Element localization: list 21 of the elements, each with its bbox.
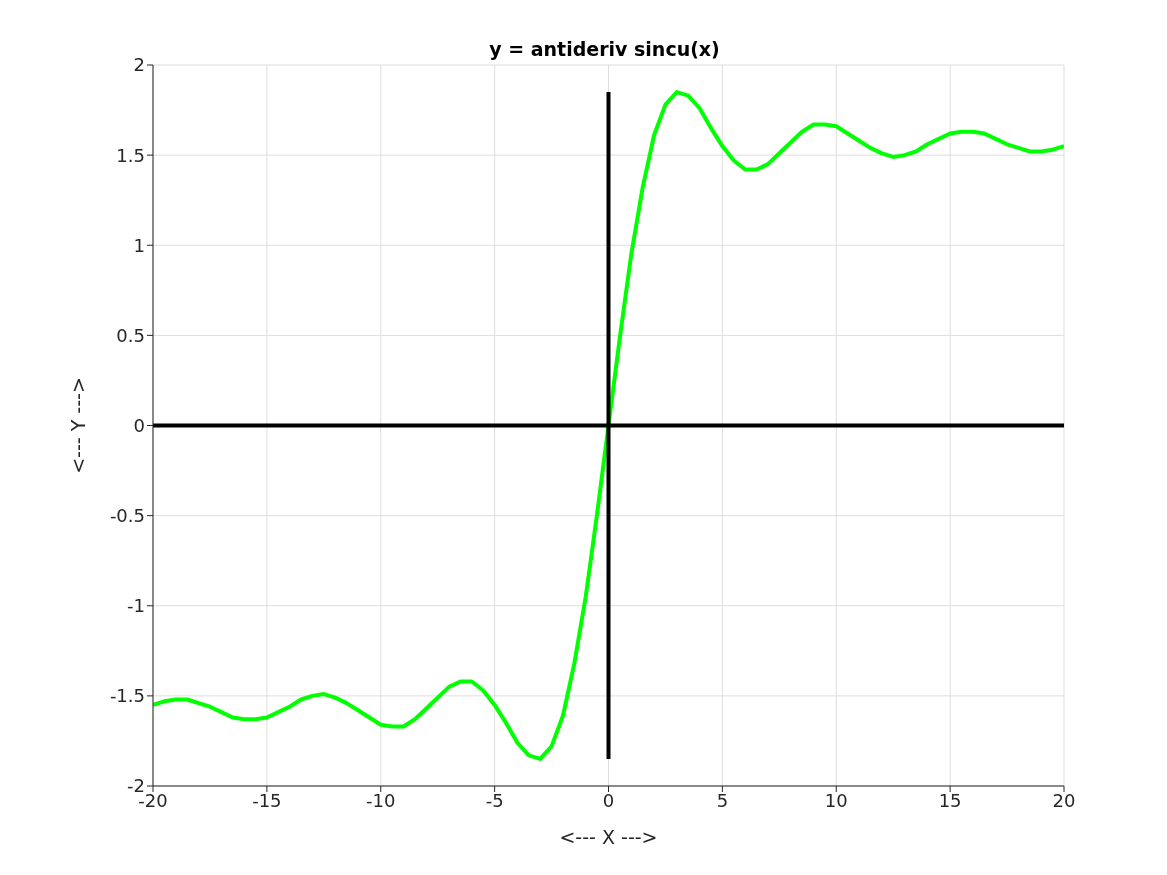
x-tick-label: 20 bbox=[1052, 789, 1076, 811]
x-tick-label: -15 bbox=[252, 789, 282, 811]
x-tick-label: -10 bbox=[366, 789, 396, 811]
chart-title: y = antideriv sincu(x) bbox=[488, 38, 721, 60]
y-tick-label: 2 bbox=[133, 54, 145, 76]
y-tick-label: 0.5 bbox=[116, 324, 145, 346]
y-tick-label: 1 bbox=[133, 234, 145, 256]
x-tick-label: 15 bbox=[938, 789, 962, 811]
y-tick-label: -1 bbox=[127, 595, 145, 617]
y-tick-label: -2 bbox=[127, 775, 145, 797]
x-tick-label: 5 bbox=[716, 789, 729, 811]
y-tick-label: -1.5 bbox=[109, 685, 145, 707]
x-axis-title: <--- X ---> bbox=[559, 826, 658, 848]
y-tick-label: -0.5 bbox=[109, 505, 145, 527]
x-tick-label: 10 bbox=[824, 789, 848, 811]
x-tick-label: 0 bbox=[602, 789, 615, 811]
y-axis-title: <--- Y ---> bbox=[66, 377, 89, 474]
y-tick-label: 0 bbox=[133, 414, 145, 436]
y-tick-label: 1.5 bbox=[116, 144, 145, 166]
x-tick-label: -5 bbox=[485, 789, 504, 811]
line-series bbox=[153, 90, 1064, 761]
